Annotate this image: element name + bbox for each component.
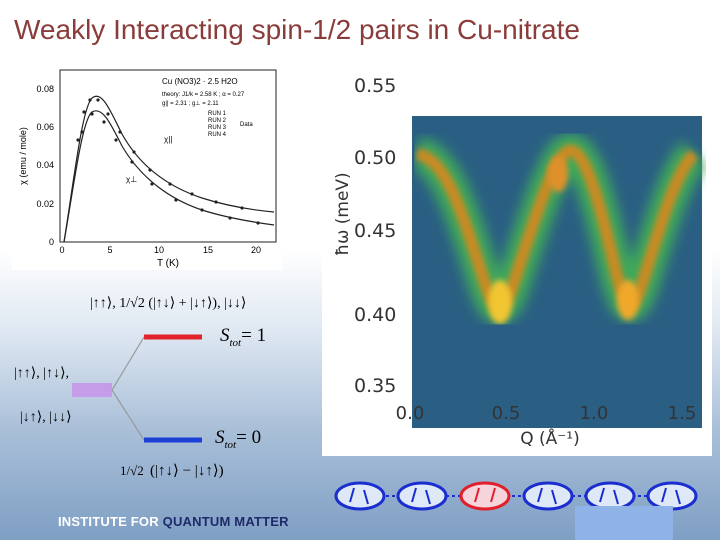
- xtick-2: 10: [154, 245, 164, 255]
- s0-symbol: S: [215, 427, 225, 448]
- dimer-chain-svg: [334, 481, 698, 511]
- dimer-4: [522, 481, 574, 511]
- x-axis-label: T (K): [157, 258, 179, 269]
- ytick-1: 0.02: [36, 199, 54, 209]
- heatmap-ytick-3: 0.40: [354, 304, 396, 326]
- ytick-0: 0: [49, 237, 54, 247]
- y-axis-label: χ (emu / mole): [18, 127, 28, 185]
- split-line-down: [111, 389, 145, 441]
- s0-label: Stot= 0: [215, 427, 261, 451]
- legend-theory: theory: J1/k = 2.58 K ; α = 0.27: [162, 92, 245, 98]
- legend-compound: Cu (NO3)2 · 2.5 H2O: [162, 77, 238, 86]
- s0-subscript: tot: [225, 439, 238, 451]
- chi-perp-curve: [63, 110, 275, 243]
- spin-arrows-2: [411, 487, 431, 505]
- triplet-states: |↑↑⟩, 1/√2 (|↑↓⟩ + |↓↑⟩), |↓↓⟩: [90, 296, 246, 311]
- ytick-2: 0.04: [36, 160, 54, 170]
- split-line-up: [111, 336, 145, 391]
- slide-title: Weakly Interacting spin-1/2 pairs in Cu-…: [14, 14, 580, 45]
- susceptibility-plot: 0 0.02 0.04 0.06 0.08 0 5 10 15 20 T (K)…: [12, 60, 282, 270]
- xtick-0: 0: [59, 245, 64, 255]
- heatmap-x-axis-label: Q (Å⁻¹): [520, 427, 579, 449]
- legend-run-1: RUN 1: [208, 111, 227, 117]
- xtick-3: 15: [203, 245, 213, 255]
- spin-arrows-1: [349, 487, 369, 505]
- legend-data-label: Data: [240, 122, 253, 128]
- legend-g-factors: g|| = 2.31 ; g⊥ = 2.11: [162, 100, 219, 107]
- data-points: [76, 98, 260, 225]
- spin-arrows-5: [599, 487, 619, 505]
- ytick-3: 0.06: [36, 122, 54, 132]
- peak-hot-spot-1: [488, 280, 512, 324]
- peak-hot-spot-3: [548, 156, 568, 192]
- spin-arrows-excited: [474, 487, 496, 503]
- neutron-heatmap: G. Xu et al. PRL (2000) 0.55 0.50 0.45 0…: [322, 64, 712, 456]
- heatmap-xtick-2: 1.0: [580, 403, 609, 424]
- energy-levels-svg: |↑↑⟩, 1/√2 (|↑↓⟩ + |↓↑⟩), |↓↓⟩ Stot= 1 |…: [14, 296, 266, 479]
- dispersion-band-core: [417, 151, 694, 308]
- product-states-2: |↓↑⟩, |↓↓⟩: [20, 410, 72, 425]
- s1-label: Stot= 1: [220, 325, 266, 349]
- institute-logo: INSTITUTE FOR QUANTUM MATTER: [58, 514, 289, 529]
- singlet-normalization: 1/√2: [120, 463, 144, 478]
- dimer-chain: [318, 470, 718, 526]
- legend-run-3: RUN 3: [208, 125, 227, 131]
- heatmap-y-axis-label: ħω (meV): [333, 172, 353, 255]
- heatmap-ytick-0: 0.55: [354, 75, 396, 97]
- s1-value: = 1: [241, 325, 266, 346]
- degenerate-level-bar: [72, 383, 112, 397]
- dimer-excited: [459, 481, 511, 511]
- plot-frame: [59, 69, 277, 243]
- logo-part-1: INSTITUTE FOR: [58, 514, 163, 529]
- singlet-state: (|↑↓⟩ − |↓↑⟩): [150, 463, 224, 479]
- product-states-1: |↑↑⟩, |↑↓⟩,: [14, 366, 69, 381]
- heatmap-ytick-4: 0.35: [354, 375, 396, 397]
- heatmap-xtick-1: 0.5: [492, 403, 521, 424]
- spin-arrows-4: [537, 487, 557, 505]
- spin-arrows-6: [661, 487, 681, 505]
- heatmap-xtick-0: 0.0: [396, 403, 425, 424]
- dimer-2: [396, 481, 448, 511]
- legend-run-4: RUN 4: [208, 132, 227, 138]
- heatmap-svg: G. Xu et al. PRL (2000) 0.55 0.50 0.45 0…: [333, 75, 712, 449]
- heatmap-ytick-1: 0.50: [354, 147, 396, 169]
- peak-hot-spot-2: [617, 280, 639, 320]
- energy-level-diagram: |↑↑⟩, 1/√2 (|↑↓⟩ + |↓↑⟩), |↓↓⟩ Stot= 1 |…: [10, 285, 320, 495]
- ytick-4: 0.08: [36, 84, 54, 94]
- s1-subscript: tot: [230, 337, 243, 349]
- logo-part-2: QUANTUM MATTER: [162, 514, 289, 529]
- xtick-4: 20: [251, 245, 261, 255]
- susceptibility-svg: 0 0.02 0.04 0.06 0.08 0 5 10 15 20 T (K)…: [18, 69, 277, 269]
- heatmap-ytick-2: 0.45: [354, 220, 396, 242]
- s1-symbol: S: [220, 325, 230, 346]
- heatmap-xtick-3: 1.5: [668, 403, 697, 424]
- citation-text: G. Xu et al. PRL (2000): [444, 93, 596, 110]
- curve-label-parallel: χ||: [164, 135, 172, 144]
- s0-value: = 0: [236, 427, 261, 448]
- xtick-1: 5: [107, 245, 112, 255]
- curve-label-perp: χ⊥: [126, 175, 137, 184]
- corner-box: [575, 506, 673, 540]
- dimer-1: [334, 481, 386, 511]
- legend-run-2: RUN 2: [208, 118, 227, 124]
